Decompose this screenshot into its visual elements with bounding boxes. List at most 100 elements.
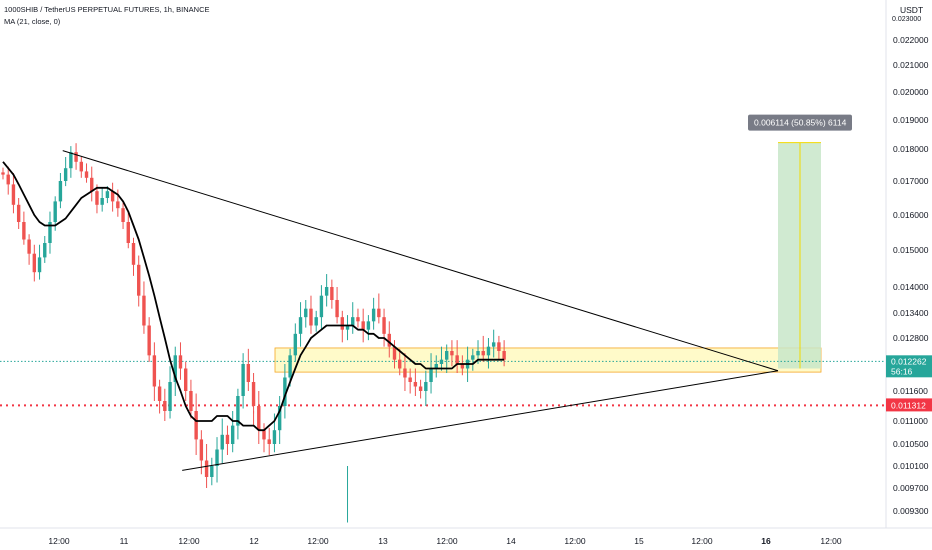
- candle-body: [215, 449, 219, 466]
- candle-body: [387, 333, 391, 347]
- price-axis[interactable]: USDT 0.023000 0.009300 0.009700 0.010100 0.…: [885, 0, 932, 528]
- candle-body: [48, 222, 52, 243]
- candle-body: [257, 406, 261, 431]
- candle-body: [90, 177, 94, 192]
- candle-body: [225, 434, 230, 444]
- price-tick-label: 0.021000: [893, 60, 929, 70]
- candle-body: [131, 243, 136, 265]
- price-tick-label: 0.014000: [893, 282, 929, 292]
- candle-body: [304, 308, 308, 318]
- candle-body: [152, 355, 157, 387]
- candle-body: [16, 204, 21, 222]
- candle-body: [324, 287, 329, 296]
- candle-body: [157, 386, 162, 401]
- candle-body: [288, 355, 292, 378]
- candle-body: [251, 382, 256, 406]
- candle-body: [189, 391, 193, 411]
- candle-body: [116, 201, 120, 209]
- candle-body: [184, 368, 188, 391]
- support-price-tag: [886, 398, 932, 412]
- candle-body: [178, 355, 183, 369]
- current-price-tag: [886, 355, 932, 378]
- candle-body: [371, 308, 376, 322]
- candle-body: [173, 355, 177, 382]
- drawings-layer: [62, 150, 779, 471]
- candle-body: [460, 364, 465, 369]
- measure-label: 0.006114 (50.85%) 6114: [754, 118, 847, 128]
- candle-body: [6, 174, 10, 185]
- candle-body: [445, 351, 449, 360]
- candle-body: [210, 466, 214, 477]
- candle-body: [340, 317, 344, 330]
- candle-body: [398, 359, 402, 369]
- time-tick-label: 12:00: [820, 536, 842, 546]
- candle-body: [403, 368, 407, 378]
- time-tick-label: 12:00: [436, 536, 458, 546]
- candle-body: [408, 377, 412, 382]
- candle-body: [74, 152, 78, 162]
- candle-body: [267, 439, 271, 444]
- candle-body: [481, 351, 485, 356]
- candle-body: [262, 430, 266, 440]
- price-tick-label: 0.012800: [893, 333, 929, 343]
- ma-line[interactable]: [2, 161, 505, 432]
- candle-body: [220, 434, 224, 450]
- candle-body: [121, 208, 125, 222]
- current-price-value: 0.012262: [891, 356, 927, 366]
- candle-body: [63, 168, 68, 181]
- candle-body: [110, 191, 115, 202]
- candle-body: [439, 359, 444, 364]
- candle-body: [309, 308, 313, 326]
- candle-body: [486, 346, 491, 356]
- time-axis[interactable]: 12:00 11 12:00 12 12:00 13 12:00 14 12:00 15 12:00…: [0, 527, 932, 546]
- candle-body: [293, 333, 298, 356]
- time-tick-label: 13: [378, 536, 388, 546]
- candle-body: [53, 201, 57, 222]
- candle-body: [142, 295, 146, 326]
- candle-body: [163, 401, 167, 411]
- price-tick-label: 0.009700: [893, 483, 929, 493]
- candle-body: [58, 181, 63, 202]
- candle-body: [366, 321, 371, 330]
- indicator-label[interactable]: MA (21, close, 0): [4, 17, 61, 26]
- candle-body: [105, 191, 110, 198]
- candle-body: [413, 382, 418, 387]
- candle-body: [424, 382, 428, 391]
- candle-body: [11, 184, 16, 205]
- candle-body: [283, 377, 287, 406]
- candle-body: [137, 264, 141, 296]
- descending-trendline[interactable]: [62, 150, 779, 372]
- time-tick-label: 16: [761, 536, 771, 546]
- candle-body: [100, 198, 104, 205]
- candle-body: [69, 152, 73, 169]
- measure-label-bg: [748, 114, 852, 131]
- candle-body: [418, 386, 423, 391]
- candle-body: [79, 161, 83, 172]
- candle-body: [298, 317, 303, 334]
- candle-body: [491, 342, 496, 347]
- candle-body: [335, 300, 339, 318]
- candle-body: [314, 317, 318, 326]
- candle-body: [345, 325, 350, 330]
- time-tick-label: 12:00: [178, 536, 200, 546]
- candle-body: [1, 172, 5, 175]
- candle-body: [429, 368, 433, 382]
- time-tick-label: 15: [634, 536, 644, 546]
- candle-body: [241, 364, 245, 396]
- time-tick-label: 11: [120, 536, 129, 546]
- candle-body: [497, 342, 501, 351]
- ascending-trendline[interactable]: [182, 370, 779, 471]
- candle-body: [319, 295, 324, 318]
- candle-body: [246, 364, 251, 382]
- price-axis-background: [886, 0, 932, 528]
- price-tick-label: 0.015000: [893, 245, 929, 255]
- time-tick-label: 12:00: [564, 536, 586, 546]
- time-tick-label: 12: [249, 536, 259, 546]
- candle-body: [361, 321, 365, 330]
- candle-body: [471, 355, 475, 360]
- support-zone[interactable]: [274, 347, 822, 373]
- candle-body: [351, 317, 355, 326]
- price-tick-label: 0.020000: [893, 87, 929, 97]
